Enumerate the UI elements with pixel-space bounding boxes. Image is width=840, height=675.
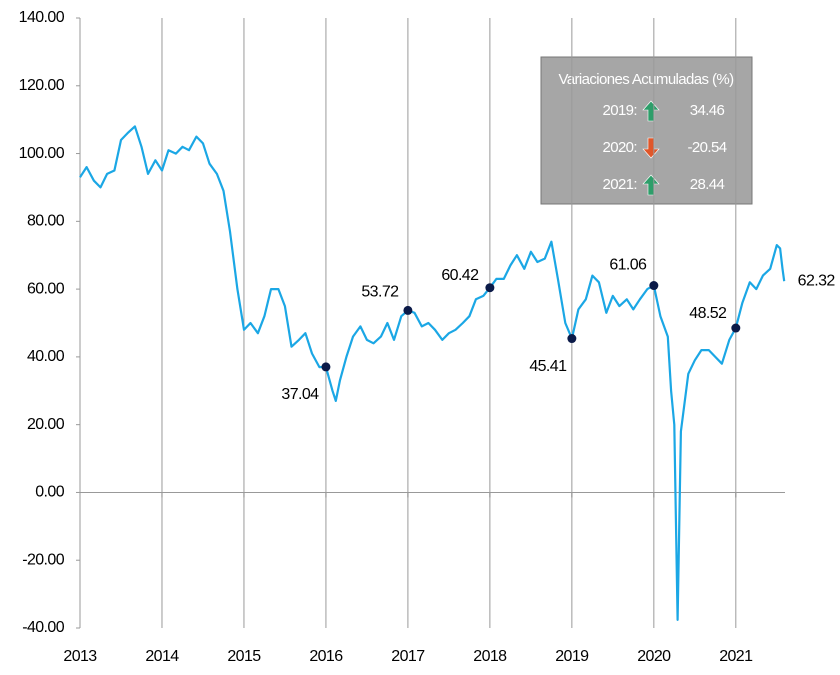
- marker: [485, 283, 495, 293]
- marker: [649, 281, 659, 291]
- x-tick-label: 2018: [473, 648, 507, 665]
- summary-label: 2020:: [602, 139, 637, 156]
- summary-value: 34.46: [690, 102, 725, 119]
- data-label: 48.52: [689, 305, 727, 322]
- y-tick-label: 120.00: [19, 77, 65, 94]
- x-tick-label: 2014: [145, 648, 179, 665]
- summary-box-background: [540, 56, 753, 205]
- data-label: 45.41: [529, 358, 567, 375]
- summary-label: 2021:: [602, 176, 637, 193]
- trend-arrow: [642, 174, 660, 196]
- summary-label: 2019:: [602, 102, 637, 119]
- y-tick-label: 80.00: [27, 213, 65, 230]
- data-label: 62.32: [798, 272, 836, 289]
- summary-value: -20.54: [688, 139, 727, 156]
- marker: [321, 362, 331, 372]
- y-tick-label: -40.00: [22, 619, 64, 636]
- summary-value: 28.44: [690, 176, 725, 193]
- marker: [403, 305, 413, 315]
- grid: [76, 17, 785, 629]
- marker: [731, 323, 741, 333]
- trend-arrow: [642, 100, 660, 122]
- x-tick-label: 2015: [227, 648, 261, 665]
- summary-box-title: Variaciones Acumuladas (%): [558, 71, 734, 88]
- y-tick-label: 140.00: [19, 9, 65, 26]
- x-tick-label: 2017: [391, 648, 425, 665]
- line: [79, 125, 786, 621]
- summary-box: Variaciones Acumuladas (%) 2019: 34.46 202…: [540, 56, 753, 205]
- y-tick-label: 40.00: [27, 348, 65, 365]
- x-tick-label: 2021: [719, 648, 753, 665]
- y-tick-label: 0.00: [35, 484, 64, 501]
- data-label: 37.04: [281, 386, 319, 403]
- y-tick-label: 60.00: [27, 280, 65, 297]
- data-label: 53.72: [361, 284, 399, 301]
- y-tick-label: -20.00: [22, 551, 64, 568]
- trend-arrow: [642, 137, 660, 159]
- x-tick-label: 2019: [555, 648, 589, 665]
- x-tick-label: 2016: [309, 648, 343, 665]
- x-tick-label: 2013: [63, 648, 97, 665]
- y-tick-label: 20.00: [27, 416, 65, 433]
- data-label: 61.06: [609, 257, 647, 274]
- data-label: 60.42: [441, 267, 479, 284]
- marker: [567, 334, 577, 344]
- x-tick-label: 2020: [637, 648, 671, 665]
- y-tick-label: 100.00: [19, 145, 65, 162]
